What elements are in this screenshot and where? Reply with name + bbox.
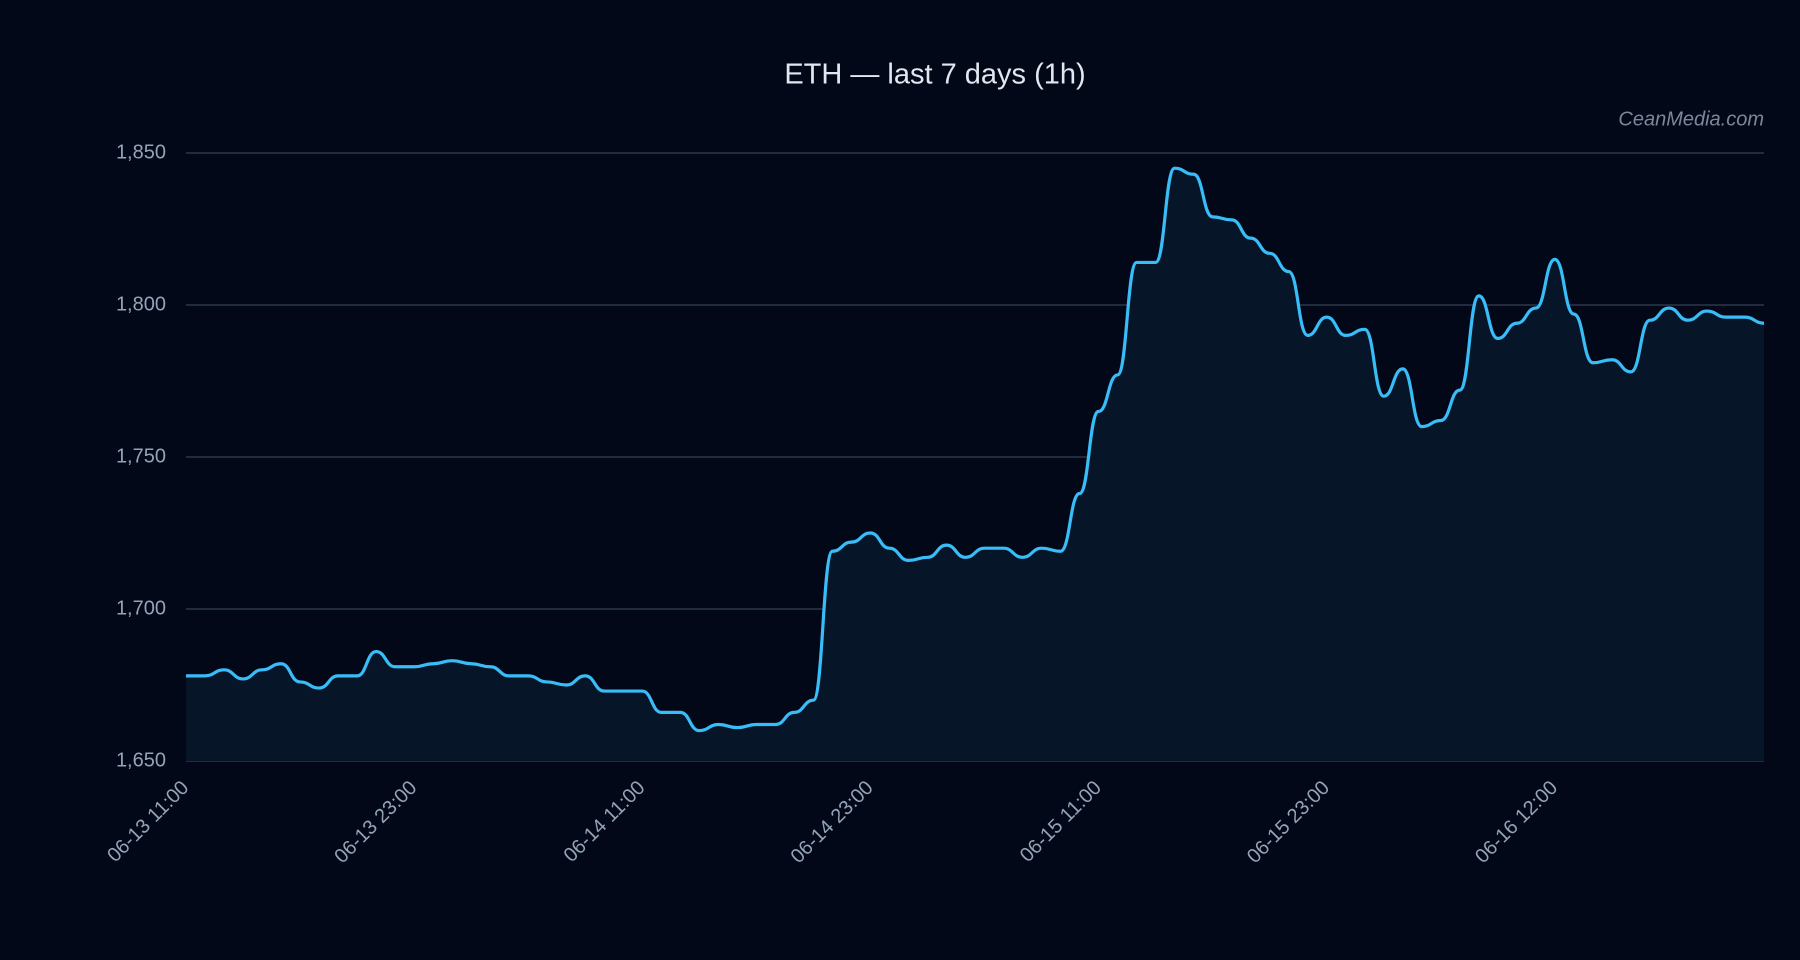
price-line [185,166,1765,733]
y-tick-label: 1,850 [116,141,166,163]
watermark: CeanMedia.com [1618,108,1764,130]
area [186,168,1764,761]
y-tick-label: 1,650 [116,749,166,771]
y-tick-label: 1,750 [116,445,166,467]
y-tick-label: 1,800 [116,293,166,315]
chart-title: ETH — last 7 days (1h) [784,59,1085,91]
y-tick-label: 1,700 [116,597,166,619]
